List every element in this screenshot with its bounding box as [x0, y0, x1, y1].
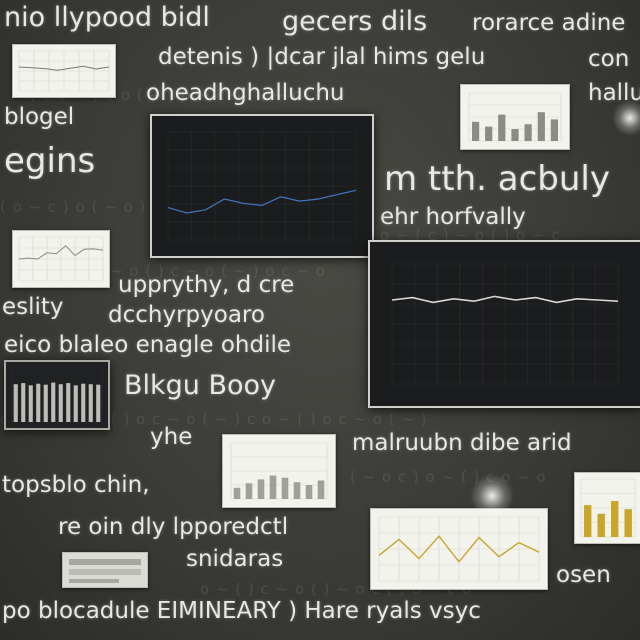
chart-card-top-left	[12, 44, 116, 98]
paper-card-bottom-left	[62, 552, 148, 588]
bar	[485, 126, 493, 141]
monitor-left-small	[4, 360, 110, 430]
bar	[28, 385, 33, 422]
bar-chart	[230, 442, 328, 500]
bar	[472, 121, 480, 141]
bar	[43, 384, 48, 422]
bar	[511, 129, 519, 141]
bar	[611, 501, 619, 537]
bar	[550, 119, 558, 141]
series-line	[391, 295, 619, 304]
bar	[36, 383, 41, 422]
bar	[66, 383, 71, 422]
bar-chart	[468, 92, 562, 142]
chart-card-left-middle	[12, 230, 110, 288]
light-glare	[470, 474, 514, 518]
bar	[13, 384, 18, 422]
chalk-text: detenis ) |dcar jlal hims gelu	[158, 44, 486, 70]
light-glare	[612, 100, 640, 136]
monitor-top-center	[150, 114, 374, 258]
bar	[21, 383, 26, 422]
line-chart	[378, 516, 540, 582]
chalk-text: oheadhghalluchu	[146, 80, 345, 106]
line-chart	[370, 242, 640, 406]
chalk-text: yhe	[150, 424, 193, 450]
bar	[498, 114, 506, 141]
chart-card-top-right	[460, 84, 570, 150]
chalk-text: eico blaleo enagle ohdile	[4, 332, 292, 358]
bar	[73, 385, 78, 422]
chalk-text: m tth. acbuly	[384, 159, 610, 199]
bar	[524, 124, 532, 141]
chalk-text: Blkgu Booy	[124, 370, 277, 401]
chart-card-edge-right	[574, 472, 640, 544]
bar	[597, 513, 605, 537]
monitor-right	[368, 240, 640, 408]
bar	[58, 384, 63, 422]
bar	[81, 383, 86, 422]
chalk-text: re oin dly lpporedctl	[58, 514, 289, 540]
bar	[537, 112, 545, 141]
bar	[317, 480, 325, 499]
series-line	[18, 65, 110, 71]
line-chart	[18, 236, 104, 282]
chalk-text: malruubn dibe arid	[352, 430, 572, 456]
chalk-text: po blocadule EIMINEARY ) Hare ryals vsyc	[2, 598, 481, 624]
paper-lines	[69, 559, 141, 583]
chalk-text: eslity	[2, 294, 64, 320]
chalk-text: gecers dils	[282, 6, 428, 37]
chart-card-bottom-right	[370, 508, 548, 590]
bar	[51, 382, 56, 422]
bar	[88, 384, 93, 422]
chart-card-center-bottom	[222, 434, 336, 508]
bar	[584, 505, 592, 537]
background-scrawl: o ~ ( c ) ~ o ( ) o ~ c	[380, 226, 561, 244]
series-line	[18, 245, 104, 260]
chalk-text: con	[588, 46, 630, 72]
chalk-text: hallu	[588, 80, 640, 106]
series-line	[378, 535, 540, 563]
chalk-text: ehr horfvally	[380, 204, 526, 230]
chalk-text: nio llypood bidl	[4, 2, 210, 33]
bar	[96, 384, 101, 422]
background-scrawl: ( ~ o c ) o ~ ( ) c o ~ o	[350, 468, 547, 486]
bar	[233, 487, 241, 499]
bar	[293, 482, 301, 499]
chalk-text: osen	[556, 562, 611, 588]
bar	[624, 509, 632, 537]
chalk-text: dcchyrpyoaro	[108, 302, 265, 328]
chalk-text: rorarce adine	[472, 10, 626, 36]
chalk-text: egins	[4, 141, 96, 181]
chalk-text: snidaras	[186, 546, 284, 572]
bar	[269, 475, 277, 499]
series-line	[167, 189, 357, 214]
bar	[305, 485, 313, 499]
bar-chart	[6, 362, 108, 428]
bar	[257, 479, 265, 499]
bar-chart	[580, 478, 636, 538]
line-chart	[18, 50, 110, 92]
chalk-text: topsblo chin,	[2, 472, 150, 498]
chalk-text: blogel	[4, 104, 75, 130]
bar	[245, 483, 253, 499]
line-chart	[152, 116, 372, 256]
bar	[281, 477, 289, 499]
chalk-text: upprythy, d cre	[118, 272, 295, 298]
background-scrawl: ~ o ( ) c ~ o ( ~ ) o c ~ o	[110, 262, 326, 280]
